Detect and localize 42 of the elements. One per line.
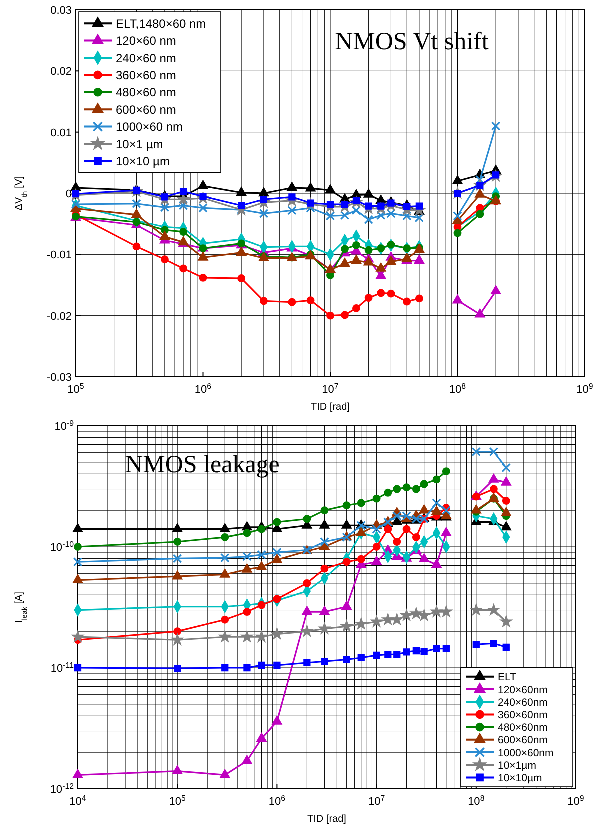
y-tick-label: 0 bbox=[66, 188, 72, 200]
legend-label: 480×60nm bbox=[498, 722, 548, 734]
y-tick-label: 0.03 bbox=[50, 5, 72, 17]
y-tick-label: 0.02 bbox=[50, 66, 72, 78]
legend-label: 600×60nm bbox=[498, 734, 548, 747]
legend-label: 480×60 nm bbox=[116, 86, 176, 100]
x-tick-label: 10$^{6}$ bbox=[268, 794, 286, 808]
legend-label: 10×10 µm bbox=[116, 154, 170, 169]
y-tick-label: 0.01 bbox=[50, 127, 72, 140]
legend-label: 360×60nm bbox=[498, 709, 548, 722]
x-tick-label: 10$^{5}$ bbox=[169, 794, 187, 808]
x-tick-label: 10$^{9}$ bbox=[568, 794, 585, 808]
legend-label: 10×1 µm bbox=[116, 137, 164, 152]
y-tick-label: 10$^{-9}$ bbox=[54, 418, 75, 433]
x-tick-label: 10$^{4}$ bbox=[70, 794, 87, 808]
x-axis-title: TID [rad] bbox=[311, 402, 350, 413]
x-tick-label: 10$^{9}$ bbox=[576, 382, 594, 396]
legend-label: 600×60 nm bbox=[116, 102, 176, 117]
y-tick-label: 10$^{-11}$ bbox=[50, 660, 75, 675]
y-tick-label: -0.03 bbox=[46, 372, 72, 384]
legend-label: 10×1µm bbox=[498, 760, 537, 772]
legend-label: 1000×60nm bbox=[498, 747, 554, 760]
legend-label: ELT,1480×60 nm bbox=[116, 16, 206, 31]
y-tick-label: 10$^{-12}$ bbox=[50, 782, 74, 796]
y-tick-label: 10$^{-10}$ bbox=[50, 540, 75, 554]
legend-label: ELT bbox=[498, 672, 518, 684]
legend-label: 120×60 nm bbox=[116, 34, 176, 48]
legend-label: 240×60 nm bbox=[116, 51, 176, 66]
x-tick-label: 10$^{8}$ bbox=[449, 382, 467, 396]
legend-label: 10×10µm bbox=[498, 772, 543, 784]
x-axis-title: TID [rad] bbox=[308, 814, 347, 825]
y-tick-label: -0.01 bbox=[46, 250, 72, 262]
legend-label: 120×60nm bbox=[498, 684, 548, 696]
x-tick-label: 10$^{8}$ bbox=[468, 794, 486, 808]
legend-label: 240×60nm bbox=[498, 696, 548, 709]
legend-label: 360×60 nm bbox=[116, 68, 176, 83]
x-tick-label: 10$^{7}$ bbox=[322, 382, 339, 396]
x-tick-label: 10$^{6}$ bbox=[194, 382, 212, 396]
y-tick-label: -0.02 bbox=[46, 310, 72, 323]
legend-label: 1000×60 nm bbox=[116, 120, 184, 134]
x-tick-label: 10$^{5}$ bbox=[68, 382, 85, 396]
x-tick-label: 10$^{7}$ bbox=[368, 794, 386, 808]
